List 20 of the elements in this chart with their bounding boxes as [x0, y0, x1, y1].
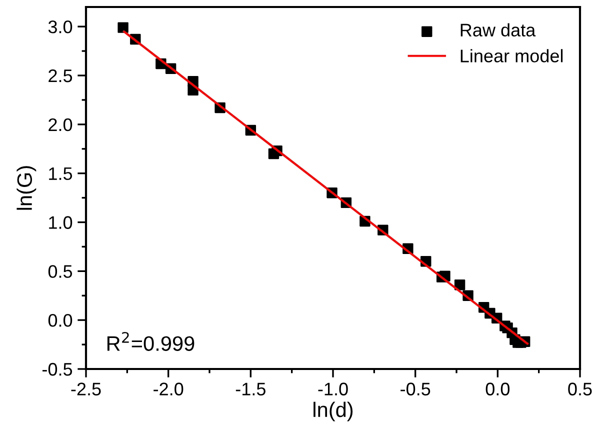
x-tick-label: 0.0: [486, 382, 510, 396]
x-tick-label: -0.5: [400, 382, 430, 396]
x-axis-title: ln(d): [314, 402, 353, 422]
y-axis-title: ln(G): [16, 166, 36, 210]
x-tick-label: 0.5: [568, 382, 592, 396]
x-tick-label: -2.0: [154, 382, 184, 396]
y-tick-label: 1.5: [49, 167, 72, 180]
annotation: R$^{2}$=0.999: [107, 332, 194, 351]
y-tick-label: 0.5: [48, 265, 72, 278]
x-tick-label: -1.5: [236, 382, 266, 396]
y-tick-label: 3.0: [48, 20, 72, 34]
x-tick-label: -1.0: [318, 382, 348, 396]
y-tick-label: 2.5: [48, 69, 72, 82]
legend-label: Raw data: [460, 23, 536, 37]
y-tick-label: 1.0: [49, 216, 72, 229]
y-tick-label: 0.0: [48, 314, 72, 327]
legend-label: Linear model: [460, 49, 563, 62]
x-tick-label: -2.5: [71, 382, 101, 396]
y-tick-label: 2.0: [48, 118, 72, 132]
y-tick-label: -0.5: [42, 362, 72, 376]
